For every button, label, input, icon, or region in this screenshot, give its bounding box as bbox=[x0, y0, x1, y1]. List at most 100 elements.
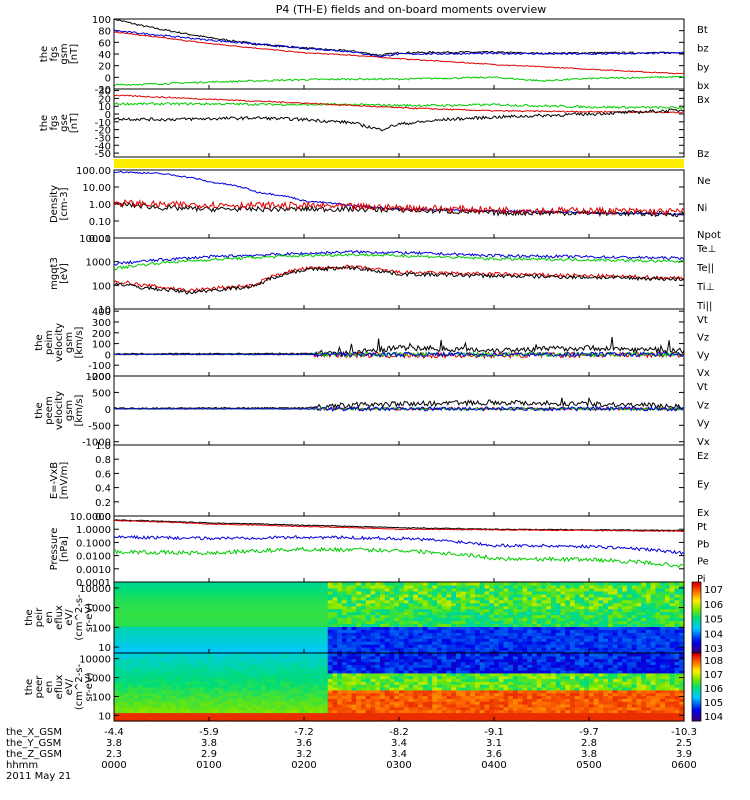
legend-label: Pb bbox=[697, 539, 709, 550]
heatmap-cell bbox=[237, 596, 243, 601]
y-tick-label: 400 bbox=[92, 307, 111, 318]
heatmap-cell bbox=[128, 596, 134, 601]
heatmap-cell bbox=[508, 587, 514, 592]
heatmap-cell bbox=[185, 684, 191, 688]
heatmap-cell bbox=[669, 599, 676, 604]
heatmap-cell bbox=[356, 672, 362, 677]
heatmap-cell bbox=[280, 715, 286, 719]
heatmap-cell bbox=[256, 689, 262, 694]
heatmap-cell bbox=[351, 641, 357, 645]
heatmap-cell bbox=[399, 626, 405, 630]
heatmap-cell bbox=[294, 626, 300, 630]
y-axis-label: fgs bbox=[49, 115, 60, 130]
heatmap-cell bbox=[494, 626, 500, 630]
heatmap-cell bbox=[608, 647, 614, 651]
heatmap-cell bbox=[266, 599, 272, 604]
heatmap-cell bbox=[408, 704, 414, 708]
heatmap-cell bbox=[451, 629, 457, 633]
heatmap-cell bbox=[427, 667, 433, 671]
heatmap-cell bbox=[479, 629, 486, 633]
heatmap-cell bbox=[275, 672, 281, 677]
heatmap-cell bbox=[261, 650, 267, 654]
heatmap-cell bbox=[133, 584, 139, 589]
heatmap-cell bbox=[517, 629, 524, 633]
heatmap-cell bbox=[484, 644, 490, 648]
heatmap-cell bbox=[251, 653, 258, 657]
heatmap-cell bbox=[650, 590, 657, 595]
heatmap-cell bbox=[180, 647, 186, 651]
heatmap-cell bbox=[137, 684, 144, 688]
heatmap-cell bbox=[631, 587, 638, 592]
heatmap-cell bbox=[560, 632, 566, 636]
heatmap-cell bbox=[622, 632, 628, 636]
heatmap-cell bbox=[451, 698, 457, 702]
heatmap-cell bbox=[142, 661, 148, 665]
heatmap-cell bbox=[565, 590, 571, 595]
heatmap-cell bbox=[627, 629, 633, 633]
heatmap-cell bbox=[631, 650, 638, 654]
heatmap-cell bbox=[332, 638, 338, 642]
heatmap-cell bbox=[294, 638, 300, 642]
series-Vt bbox=[113, 396, 685, 410]
heatmap-cell bbox=[299, 718, 305, 722]
heatmap-cell bbox=[213, 675, 220, 680]
heatmap-cell bbox=[446, 689, 452, 694]
heatmap-cell bbox=[365, 596, 372, 601]
heatmap-cell bbox=[422, 678, 429, 682]
heatmap-cell bbox=[123, 687, 129, 691]
y-axis-label: the bbox=[34, 334, 45, 350]
heatmap-cell bbox=[384, 584, 391, 589]
heatmap-cell bbox=[327, 701, 334, 705]
heatmap-cell bbox=[441, 626, 448, 630]
heatmap-cell bbox=[313, 614, 319, 619]
heatmap-cell bbox=[494, 623, 500, 627]
heatmap-cell bbox=[261, 684, 267, 688]
legend-label: Bx bbox=[697, 95, 710, 106]
heatmap-cell bbox=[356, 590, 362, 595]
heatmap-cell bbox=[627, 596, 633, 601]
heatmap-cell bbox=[294, 718, 300, 722]
heatmap-cell bbox=[185, 667, 191, 671]
heatmap-cell bbox=[456, 704, 462, 708]
heatmap-cell bbox=[166, 650, 172, 654]
heatmap-cell bbox=[123, 596, 129, 601]
heatmap-cell bbox=[413, 596, 419, 601]
heatmap-cell bbox=[133, 626, 139, 630]
heatmap-cell bbox=[413, 681, 419, 685]
heatmap-cell bbox=[551, 587, 557, 592]
heatmap-cell bbox=[389, 706, 395, 711]
heatmap-cell bbox=[209, 605, 215, 610]
heatmap-cell bbox=[171, 667, 177, 671]
heatmap-cell bbox=[365, 644, 372, 648]
heatmap-cell bbox=[437, 661, 443, 665]
heatmap-cell bbox=[408, 692, 414, 697]
heatmap-cell bbox=[437, 644, 443, 648]
heatmap-cell bbox=[674, 596, 680, 601]
heatmap-cell bbox=[327, 675, 334, 680]
heatmap-cell bbox=[612, 590, 619, 595]
heatmap-cell bbox=[289, 611, 296, 616]
heatmap-cell bbox=[332, 712, 338, 716]
heatmap-cell bbox=[337, 611, 343, 616]
heatmap-cell bbox=[313, 698, 319, 702]
heatmap-cell bbox=[342, 692, 348, 697]
heatmap-cell bbox=[437, 614, 443, 619]
heatmap-cell bbox=[194, 670, 201, 674]
heatmap-cell bbox=[308, 623, 315, 627]
heatmap-cell bbox=[256, 704, 262, 708]
heatmap-cell bbox=[185, 709, 191, 714]
heatmap-cell bbox=[337, 647, 343, 651]
heatmap-cell bbox=[180, 593, 186, 598]
heatmap-cell bbox=[617, 590, 623, 595]
heatmap-cell bbox=[441, 704, 448, 708]
heatmap-cell bbox=[289, 695, 296, 699]
heatmap-cell bbox=[318, 620, 324, 625]
heatmap-cell bbox=[451, 644, 457, 648]
heatmap-cell bbox=[560, 623, 566, 627]
heatmap-cell bbox=[527, 641, 533, 645]
heatmap-cell bbox=[413, 605, 419, 610]
heatmap-cell bbox=[223, 684, 229, 688]
heatmap-cell bbox=[389, 698, 395, 702]
heatmap-cell bbox=[665, 638, 671, 642]
heatmap-cell bbox=[337, 698, 343, 702]
